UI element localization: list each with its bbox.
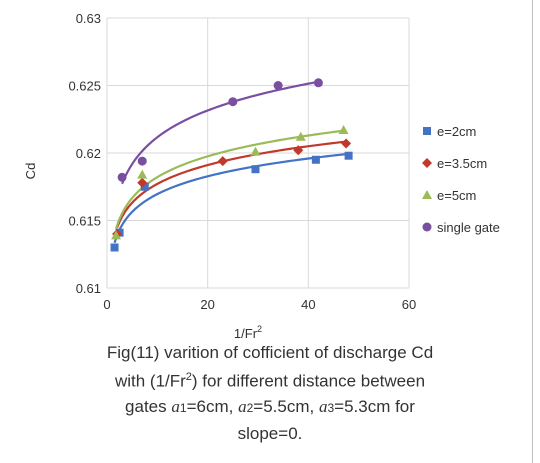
caption-a2-symbol: a [238, 396, 247, 416]
trendline-series-0 [113, 152, 349, 244]
data-point-series-0 [140, 182, 149, 191]
data-point-series-1 [341, 138, 352, 149]
data-point-series-0 [110, 243, 119, 252]
caption-line-1: Fig(11) varition of cofficient of discha… [106, 343, 434, 362]
y-tick-label: 0.63 [76, 11, 101, 26]
legend-label-0: e=2cm [437, 124, 476, 139]
caption-a3-value: =5.3cm for [334, 396, 415, 416]
caption-a1-value: =6cm, [186, 396, 234, 416]
data-point-series-0 [311, 155, 320, 164]
data-point-series-3 [313, 78, 323, 88]
x-axis-title-main: 1/Fr [234, 326, 258, 341]
caption-a2-subscript: 2 [246, 400, 254, 415]
caption-gates-word: gates [125, 396, 167, 416]
x-axis-title-superscript: 2 [257, 324, 262, 334]
caption-line-2-superscript: 2 [185, 371, 192, 383]
caption-a3-symbol: a [318, 396, 328, 416]
data-point-series-3 [228, 97, 238, 107]
data-point-series-2 [111, 230, 122, 240]
data-point-series-1 [217, 156, 228, 167]
legend-label-3: single gate [437, 220, 500, 235]
data-point-series-3 [273, 81, 283, 90]
caption-a1-symbol: a [171, 396, 180, 416]
data-point-series-3 [117, 172, 127, 182]
x-tick-label: 60 [402, 297, 416, 312]
caption-line-4: slope=0. [237, 423, 303, 443]
data-point-series-3 [137, 156, 147, 166]
x-axis-title: 1/Fr2 [234, 324, 262, 341]
right-border-line [532, 0, 533, 463]
y-axis-title: Cd [23, 163, 38, 180]
legend-marker-2 [422, 190, 432, 199]
trendline-series-2 [115, 129, 344, 229]
data-point-series-2 [250, 146, 261, 156]
legend: e=2cm e=3.5cm e=5cm single gate [422, 124, 500, 235]
y-tick-label: 0.61 [76, 281, 101, 296]
caption-line-3: gates a1=6cm, a2=5.5cm, a3=5.3cm for [10, 394, 530, 421]
data-point-series-1 [137, 177, 148, 188]
data-point-series-2 [137, 169, 148, 179]
caption-line-2: with (1/Fr2) for different distance betw… [10, 365, 530, 394]
trendline-series-1 [116, 140, 347, 229]
trendlines [113, 80, 349, 244]
data-point-series-2 [338, 125, 349, 135]
trendline-series-3 [121, 80, 319, 185]
legend-marker-3 [422, 222, 432, 232]
data-point-series-0 [251, 165, 260, 174]
data-point-series-1 [293, 145, 304, 156]
legend-label-1: e=3.5cm [437, 156, 487, 171]
x-tick-label: 0 [103, 297, 110, 312]
y-tick-label: 0.62 [76, 146, 101, 161]
y-tick-label: 0.615 [68, 214, 101, 229]
caption-a1-subscript: 1 [179, 400, 187, 415]
data-point-series-2 [295, 131, 306, 141]
data-point-series-0 [344, 151, 353, 160]
legend-marker-0 [423, 127, 431, 135]
y-tick-label: 0.625 [68, 79, 101, 94]
caption-a3-subscript: 3 [327, 400, 335, 415]
caption-line-2-start: with (1/Fr [114, 371, 186, 391]
tick-labels: 0.61 0.615 0.62 0.625 0.63 0 20 40 60 [68, 11, 416, 312]
data-points [110, 78, 353, 252]
x-tick-label: 20 [200, 297, 214, 312]
x-tick-label: 40 [301, 297, 315, 312]
legend-label-2: e=5cm [437, 188, 476, 203]
caption-a2-value: =5.5cm, [253, 396, 315, 416]
figure-caption: Fig(11) varition of cofficient of discha… [10, 340, 530, 446]
caption-line-2-end: ) for different distance between [191, 371, 426, 391]
legend-marker-1 [422, 158, 432, 168]
